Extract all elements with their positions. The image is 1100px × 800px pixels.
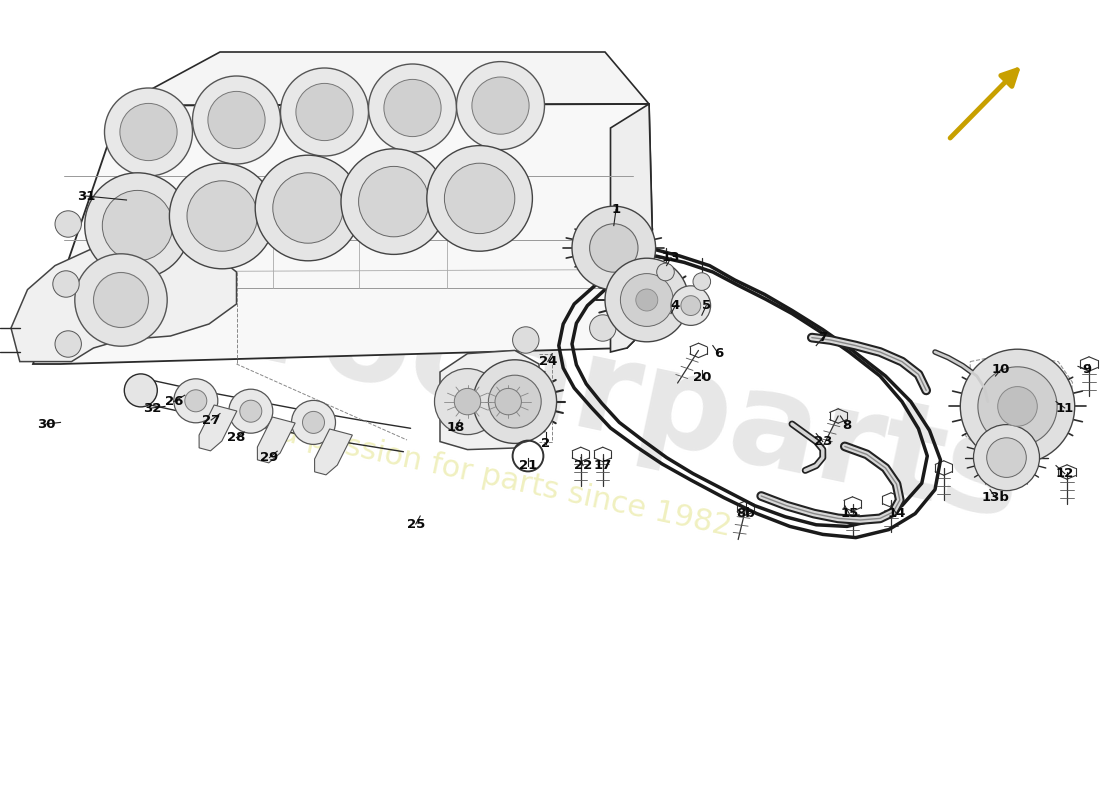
Text: 30: 30 <box>37 418 55 430</box>
Polygon shape <box>610 104 654 352</box>
Text: 5: 5 <box>702 299 711 312</box>
Circle shape <box>590 224 638 272</box>
Circle shape <box>427 146 532 251</box>
Circle shape <box>657 263 674 281</box>
Circle shape <box>681 296 701 315</box>
Circle shape <box>174 379 218 422</box>
Text: 2: 2 <box>541 438 550 450</box>
Circle shape <box>368 64 456 152</box>
Polygon shape <box>121 52 649 106</box>
Text: 18: 18 <box>447 422 464 434</box>
Circle shape <box>488 375 541 428</box>
Circle shape <box>671 286 711 326</box>
Text: 7: 7 <box>818 331 827 344</box>
Text: 13: 13 <box>662 251 680 264</box>
Polygon shape <box>199 405 236 451</box>
Text: 32: 32 <box>143 402 161 414</box>
Circle shape <box>978 366 1057 446</box>
Circle shape <box>229 389 273 434</box>
Text: eurocarparts: eurocarparts <box>66 222 1034 546</box>
Circle shape <box>572 206 656 290</box>
Circle shape <box>208 91 265 149</box>
Text: 15: 15 <box>840 507 858 520</box>
Circle shape <box>302 411 324 434</box>
Text: 10: 10 <box>992 363 1010 376</box>
Circle shape <box>454 389 481 414</box>
Circle shape <box>53 270 79 297</box>
Text: 28: 28 <box>228 431 245 444</box>
Text: 8b: 8b <box>736 507 756 520</box>
Text: 13b: 13b <box>981 491 1010 504</box>
Text: 9: 9 <box>1082 363 1091 376</box>
Polygon shape <box>11 242 236 362</box>
Circle shape <box>693 273 711 290</box>
Circle shape <box>85 173 190 278</box>
Circle shape <box>273 173 343 243</box>
Circle shape <box>960 349 1075 463</box>
Text: 26: 26 <box>165 395 183 408</box>
Text: 31: 31 <box>77 190 95 202</box>
Circle shape <box>444 163 515 234</box>
Circle shape <box>473 360 557 443</box>
Circle shape <box>120 103 177 161</box>
Circle shape <box>104 88 192 176</box>
Circle shape <box>620 274 673 326</box>
Circle shape <box>240 400 262 422</box>
Polygon shape <box>257 417 295 463</box>
Circle shape <box>192 76 280 164</box>
Circle shape <box>590 314 616 341</box>
Circle shape <box>475 369 541 434</box>
Circle shape <box>187 181 257 251</box>
Circle shape <box>456 62 544 150</box>
Circle shape <box>185 390 207 412</box>
Text: a passion for parts since 1982: a passion for parts since 1982 <box>277 418 735 542</box>
Text: 1: 1 <box>612 203 620 216</box>
Circle shape <box>341 149 447 254</box>
Circle shape <box>998 386 1037 426</box>
Circle shape <box>169 163 275 269</box>
Circle shape <box>292 401 336 445</box>
Circle shape <box>102 190 173 261</box>
Circle shape <box>55 210 81 238</box>
Circle shape <box>75 254 167 346</box>
Circle shape <box>434 369 500 434</box>
Text: 23: 23 <box>814 435 832 448</box>
Text: 8: 8 <box>843 419 851 432</box>
Text: 25: 25 <box>407 518 425 530</box>
Circle shape <box>974 425 1040 490</box>
Text: 17: 17 <box>594 459 612 472</box>
Text: 20: 20 <box>693 371 711 384</box>
Text: 24: 24 <box>539 355 557 368</box>
Text: 12: 12 <box>1056 467 1074 480</box>
Text: 27: 27 <box>202 414 220 426</box>
Circle shape <box>280 68 368 156</box>
Text: 21: 21 <box>519 459 537 472</box>
Text: 29: 29 <box>261 451 278 464</box>
Text: 22: 22 <box>574 459 592 472</box>
Text: 4: 4 <box>671 299 680 312</box>
Polygon shape <box>315 429 352 475</box>
Circle shape <box>472 77 529 134</box>
Circle shape <box>987 438 1026 478</box>
Circle shape <box>359 166 429 237</box>
Circle shape <box>384 79 441 137</box>
Circle shape <box>94 273 148 327</box>
Circle shape <box>636 289 658 311</box>
Circle shape <box>255 155 361 261</box>
Circle shape <box>124 374 157 407</box>
Text: 14: 14 <box>888 507 905 520</box>
Circle shape <box>296 83 353 141</box>
Circle shape <box>605 258 689 342</box>
Text: 11: 11 <box>1056 402 1074 414</box>
Circle shape <box>55 331 81 357</box>
Circle shape <box>495 389 521 414</box>
Polygon shape <box>33 104 654 364</box>
Circle shape <box>513 327 539 354</box>
Text: 6: 6 <box>714 347 723 360</box>
Polygon shape <box>440 350 539 450</box>
